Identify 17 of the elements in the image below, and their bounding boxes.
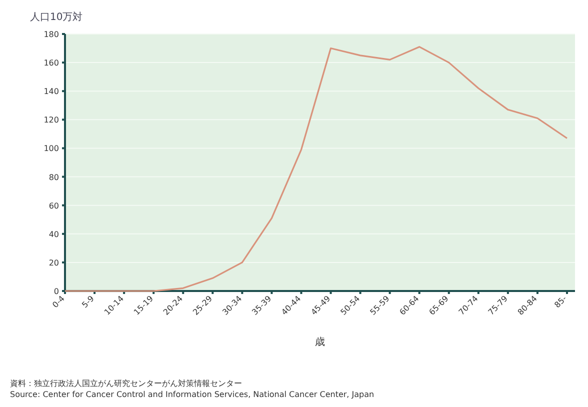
source-note: Source: Center for Cancer Control and Information Services, National Cancer Center, Japan: [10, 390, 374, 399]
y-tick-label: 120: [44, 116, 59, 125]
y-tick-label: 20: [48, 258, 59, 268]
text: 資料：独立行政法人国立がん研究センターがん対策情報センター: [10, 379, 242, 388]
y-tick-label: 180: [44, 30, 59, 39]
y-tick-label: 80: [48, 172, 59, 182]
y-tick-label: 160: [44, 58, 59, 68]
y-tick-label: 100: [44, 144, 59, 154]
y-tick-label: 0: [54, 287, 59, 296]
y-tick-label: 140: [44, 87, 59, 96]
x-axis-title: 歳: [315, 336, 325, 348]
y-tick-label: 60: [48, 201, 59, 210]
y-tick-label: 40: [48, 230, 59, 239]
x-tick-label: 5-9: [80, 294, 96, 310]
x-tick-label: 0-4: [50, 294, 66, 310]
x-tick-label: 85-: [552, 294, 568, 310]
y-axis-title: 人口10万対: [30, 11, 83, 23]
